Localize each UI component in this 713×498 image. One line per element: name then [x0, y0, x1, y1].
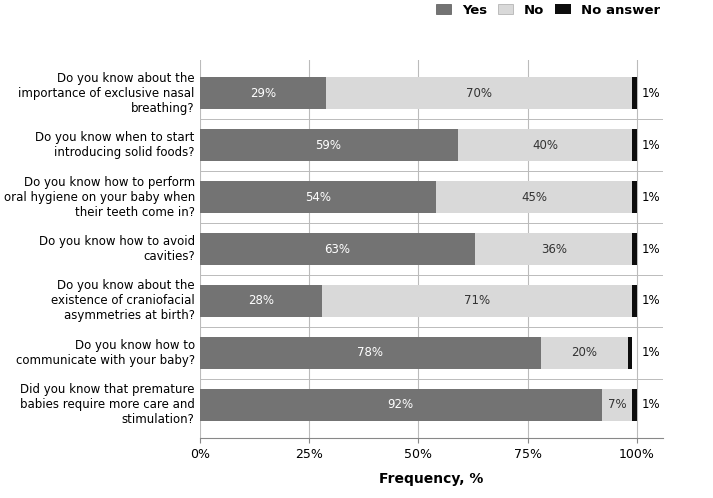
Text: 63%: 63%	[324, 243, 350, 255]
Bar	[200, 181, 436, 213]
Text: 1%: 1%	[642, 398, 661, 411]
Text: 54%: 54%	[304, 191, 331, 204]
Bar	[200, 129, 458, 161]
Bar	[632, 181, 637, 213]
X-axis label: Frequency, %: Frequency, %	[379, 472, 483, 486]
Bar	[200, 285, 322, 317]
Text: 78%: 78%	[357, 347, 383, 360]
Bar	[475, 233, 632, 265]
Bar	[540, 337, 628, 369]
Text: 1%: 1%	[642, 243, 661, 255]
Bar	[200, 389, 602, 421]
Text: 45%: 45%	[521, 191, 547, 204]
Bar	[458, 129, 632, 161]
Text: 1%: 1%	[642, 87, 661, 100]
Text: 36%: 36%	[540, 243, 567, 255]
Text: 40%: 40%	[532, 138, 558, 151]
Bar	[200, 233, 475, 265]
Bar	[632, 77, 637, 109]
Text: 1%: 1%	[642, 138, 661, 151]
Text: 20%: 20%	[571, 347, 597, 360]
Bar	[200, 337, 540, 369]
Text: 1%: 1%	[642, 191, 661, 204]
Bar	[632, 389, 637, 421]
Bar	[327, 77, 632, 109]
Text: 1%: 1%	[642, 347, 661, 360]
Text: 59%: 59%	[316, 138, 342, 151]
Text: 1%: 1%	[642, 294, 661, 307]
Bar	[602, 389, 632, 421]
Text: 7%: 7%	[608, 398, 627, 411]
Text: 70%: 70%	[466, 87, 493, 100]
Bar	[200, 77, 327, 109]
Text: 71%: 71%	[464, 294, 491, 307]
Bar	[436, 181, 632, 213]
Text: 29%: 29%	[250, 87, 276, 100]
Bar	[632, 129, 637, 161]
Text: 28%: 28%	[248, 294, 274, 307]
Bar	[632, 233, 637, 265]
Bar	[628, 337, 632, 369]
Text: 92%: 92%	[388, 398, 414, 411]
Bar	[322, 285, 632, 317]
Legend: Yes, No, No answer: Yes, No, No answer	[431, 0, 666, 22]
Bar	[632, 285, 637, 317]
